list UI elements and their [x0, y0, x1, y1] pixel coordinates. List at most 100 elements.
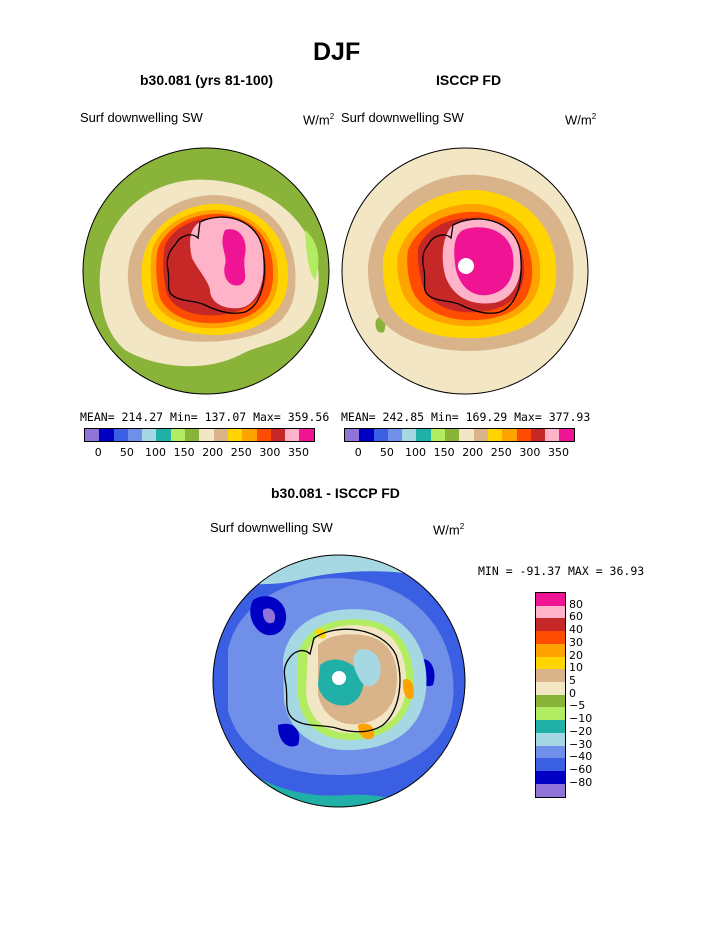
- lightgreen-patch: [305, 230, 319, 280]
- panel1-stats: MEAN= 214.27 Min= 137.07 Max= 359.56: [80, 410, 330, 424]
- map-border: [212, 554, 466, 808]
- diff-colorbar: [535, 592, 566, 798]
- antarctica-coastline: [166, 216, 265, 314]
- colorbar-swatch: [113, 429, 128, 441]
- colorbar-tick-label: 80: [569, 597, 583, 611]
- pole-hole: [332, 671, 346, 685]
- colorbar-swatch: [536, 656, 565, 670]
- pole-hole: [458, 258, 474, 274]
- colorbar-swatch: [536, 605, 565, 619]
- colorbar-tick-label: 30: [569, 635, 583, 649]
- diff-minmax: MIN = -91.37 MAX = 36.93: [478, 564, 645, 578]
- colorbar-tick-label: 150: [173, 446, 195, 459]
- colorbar-tick-label: 0: [354, 446, 362, 459]
- isccp-sw-polar-map: [341, 147, 589, 395]
- lightblue-interior: [353, 649, 381, 687]
- colorbar-swatch: [516, 429, 531, 441]
- colorbar-swatch: [536, 758, 565, 772]
- colorbar-swatch: [359, 429, 374, 441]
- colorbar-swatch: [142, 429, 157, 441]
- panel1-colorbar: [84, 428, 315, 442]
- colorbar-tick-label: 10: [569, 661, 583, 675]
- colorbar-tick-label: 300: [519, 446, 541, 459]
- colorbar-tick-label: 0: [569, 686, 576, 700]
- diff-subtitle: b30.081 - ISCCP FD: [271, 485, 400, 501]
- purple-patch: [262, 608, 276, 624]
- colorbar-swatch: [185, 429, 200, 441]
- colorbar-swatch: [536, 745, 565, 759]
- colorbar-swatch: [536, 643, 565, 657]
- colorbar-swatch: [536, 707, 565, 721]
- colorbar-swatch: [402, 429, 417, 441]
- colorbar-tick-label: −30: [569, 737, 593, 751]
- colorbar-tick-label: 50: [379, 446, 394, 459]
- colorbar-swatch: [530, 429, 546, 441]
- colorbar-swatch: [536, 631, 565, 644]
- colorbar-swatch: [416, 429, 431, 441]
- colorbar-swatch: [242, 429, 257, 441]
- antarctica-coastline: [422, 218, 522, 314]
- colorbar-tick-label: 100: [145, 446, 166, 459]
- colorbar-swatch: [270, 429, 286, 441]
- model-sw-polar-map: [82, 147, 330, 395]
- colorbar-tick-label: −40: [569, 750, 593, 764]
- colorbar-tick-label: 100: [405, 446, 426, 459]
- magenta-core: [454, 227, 514, 296]
- colorbar-tick-label: 50: [119, 446, 134, 459]
- map-border: [341, 147, 589, 395]
- colorbar-tick-label: −5: [569, 699, 586, 713]
- panel1-colorbar-ticks: 0 50 100 150 200 250 300 350: [84, 446, 314, 460]
- colorbar-swatch: [156, 429, 171, 441]
- colorbar-swatch: [256, 429, 271, 441]
- page-title: DJF: [313, 38, 361, 66]
- colorbar-tick-label: 150: [433, 446, 455, 459]
- colorbar-tick-label: 250: [230, 446, 252, 459]
- colorbar-swatch: [99, 429, 114, 441]
- colorbar-tick-label: −10: [569, 712, 593, 726]
- colorbar-tick-label: 350: [288, 446, 309, 459]
- panel2-colorbar-ticks: 0 50 100 150 200 250 300 350: [344, 446, 574, 460]
- colorbar-swatch: [459, 429, 474, 441]
- colorbar-swatch: [170, 429, 186, 441]
- colorbar-swatch: [536, 720, 565, 733]
- colorbar-swatch: [227, 429, 243, 441]
- colorbar-swatch: [373, 429, 388, 441]
- colorbar-swatch: [285, 429, 300, 441]
- diff-variable-label: Surf downwelling SW: [210, 520, 333, 535]
- colorbar-swatch: [536, 732, 565, 746]
- colorbar-tick-label: 60: [569, 610, 583, 624]
- colorbar-tick-label: 300: [259, 446, 281, 459]
- colorbar-swatch: [536, 669, 565, 683]
- antarctica-coastline: [283, 628, 401, 733]
- panel1-variable-label: Surf downwelling SW: [80, 110, 203, 125]
- colorbar-swatch: [536, 694, 565, 708]
- panel1-unit: W/m2: [303, 112, 335, 128]
- panel2-colorbar: [344, 428, 575, 442]
- colorbar-swatch: [213, 429, 228, 441]
- colorbar-tick-label: 250: [490, 446, 512, 459]
- panel2-variable-label: Surf downwelling SW: [341, 110, 464, 125]
- colorbar-swatch: [545, 429, 560, 441]
- colorbar-swatch: [559, 429, 574, 441]
- colorbar-swatch: [430, 429, 446, 441]
- map-border: [82, 147, 330, 395]
- panel1-subtitle: b30.081 (yrs 81-100): [140, 72, 274, 88]
- diff-unit: W/m2: [433, 522, 465, 538]
- colorbar-tick-label: 350: [548, 446, 569, 459]
- colorbar-swatch: [299, 429, 314, 441]
- colorbar-swatch: [536, 618, 565, 632]
- colorbar-tick-label: 200: [202, 446, 224, 459]
- colorbar-swatch: [199, 429, 214, 441]
- navy-patch-2: [278, 723, 300, 747]
- difference-polar-map: [212, 554, 466, 808]
- colorbar-swatch: [536, 682, 565, 695]
- colorbar-swatch: [487, 429, 503, 441]
- panel2-subtitle: ISCCP FD: [436, 72, 502, 88]
- colorbar-tick-label: 5: [569, 674, 576, 688]
- colorbar-swatch: [345, 429, 360, 441]
- colorbar-swatch: [473, 429, 488, 441]
- colorbar-tick-label: 40: [569, 623, 583, 637]
- colorbar-swatch: [127, 429, 143, 441]
- colorbar-tick-label: −20: [569, 724, 593, 738]
- panel2-unit: W/m2: [565, 112, 597, 128]
